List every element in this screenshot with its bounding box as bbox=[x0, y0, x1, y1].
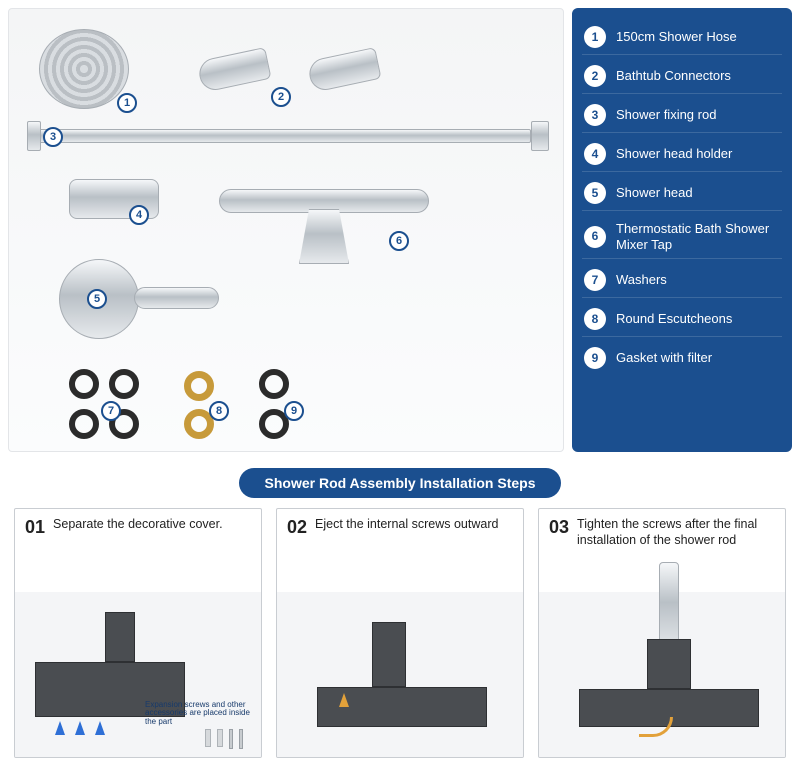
legend-item: 4 Shower head holder bbox=[582, 137, 782, 172]
arrow-up-icon bbox=[95, 721, 105, 735]
legend-label: Bathtub Connectors bbox=[616, 68, 731, 84]
legend-number-badge: 2 bbox=[584, 65, 606, 87]
arrow-up-icon bbox=[339, 693, 349, 707]
screw-icon bbox=[205, 729, 211, 747]
callout-2: 2 bbox=[271, 87, 291, 107]
steps-title: Shower Rod Assembly Installation Steps bbox=[239, 468, 562, 498]
callout-6: 6 bbox=[389, 231, 409, 251]
part-connector bbox=[196, 47, 271, 93]
legend-number-badge: 7 bbox=[584, 269, 606, 291]
legend-number-badge: 3 bbox=[584, 104, 606, 126]
legend-number-badge: 9 bbox=[584, 347, 606, 369]
part-gasket bbox=[259, 369, 289, 399]
screw-icon bbox=[229, 729, 233, 749]
legend-label: Shower fixing rod bbox=[616, 107, 716, 123]
callout-8: 8 bbox=[209, 401, 229, 421]
part-washer bbox=[69, 369, 99, 399]
screw-icon bbox=[217, 729, 223, 747]
legend-label: Shower head bbox=[616, 185, 693, 201]
step-note: Expansion screws and other accessories a… bbox=[145, 701, 255, 727]
part-rod bbox=[31, 129, 531, 143]
arrow-up-icon bbox=[55, 721, 65, 735]
screw-icon bbox=[239, 729, 243, 749]
legend-item: 7 Washers bbox=[582, 263, 782, 298]
part-escutcheon bbox=[184, 371, 214, 401]
legend-item: 6 Thermostatic Bath Shower Mixer Tap bbox=[582, 215, 782, 259]
rotate-arrow-icon bbox=[639, 717, 673, 737]
step-number: 02 bbox=[287, 517, 307, 538]
legend-label: Round Escutcheons bbox=[616, 311, 732, 327]
step-text: Separate the decorative cover. bbox=[53, 517, 223, 533]
part-washer bbox=[69, 409, 99, 439]
legend-number-badge: 6 bbox=[584, 226, 606, 248]
steps-title-wrap: Shower Rod Assembly Installation Steps bbox=[0, 468, 800, 498]
part-hose bbox=[39, 29, 129, 109]
part-rod-cap bbox=[27, 121, 41, 151]
step-text: Eject the internal screws outward bbox=[315, 517, 498, 533]
legend-label: Thermostatic Bath Shower Mixer Tap bbox=[616, 221, 780, 252]
legend-number-badge: 4 bbox=[584, 143, 606, 165]
top-section: 1 2 3 4 6 5 7 8 9 bbox=[0, 0, 800, 460]
legend-item: 8 Round Escutcheons bbox=[582, 302, 782, 337]
legend-number-badge: 1 bbox=[584, 26, 606, 48]
part-mixer-spout bbox=[299, 209, 349, 264]
callout-7: 7 bbox=[101, 401, 121, 421]
legend-item: 9 Gasket with filter bbox=[582, 341, 782, 375]
legend-label: Gasket with filter bbox=[616, 350, 712, 366]
legend-item: 1 150cm Shower Hose bbox=[582, 20, 782, 55]
part-shower-head-handle bbox=[134, 287, 219, 309]
legend-number-badge: 8 bbox=[584, 308, 606, 330]
callout-5: 5 bbox=[87, 289, 107, 309]
legend-label: Shower head holder bbox=[616, 146, 732, 162]
callout-4: 4 bbox=[129, 205, 149, 225]
parts-legend: 1 150cm Shower Hose 2 Bathtub Connectors… bbox=[572, 8, 792, 452]
step-illustration: Expansion screws and other accessories a… bbox=[15, 592, 261, 757]
legend-number-badge: 5 bbox=[584, 182, 606, 204]
part-rod-cap bbox=[531, 121, 549, 151]
legend-item: 3 Shower fixing rod bbox=[582, 98, 782, 133]
legend-label: Washers bbox=[616, 272, 667, 288]
part-washer bbox=[109, 369, 139, 399]
step-illustration bbox=[277, 592, 523, 757]
legend-item: 2 Bathtub Connectors bbox=[582, 59, 782, 94]
callout-1: 1 bbox=[117, 93, 137, 113]
legend-label: 150cm Shower Hose bbox=[616, 29, 737, 45]
installation-steps: 01 Separate the decorative cover. Expans… bbox=[0, 508, 800, 770]
part-connector bbox=[306, 47, 381, 93]
step-card: 03 Tighten the screws after the final in… bbox=[538, 508, 786, 758]
step-illustration bbox=[539, 592, 785, 757]
arrow-up-icon bbox=[75, 721, 85, 735]
step-text: Tighten the screws after the final insta… bbox=[577, 517, 775, 548]
step-number: 01 bbox=[25, 517, 45, 538]
step-number: 03 bbox=[549, 517, 569, 538]
callout-3: 3 bbox=[43, 127, 63, 147]
step-card: 01 Separate the decorative cover. Expans… bbox=[14, 508, 262, 758]
step-card: 02 Eject the internal screws outward bbox=[276, 508, 524, 758]
legend-item: 5 Shower head bbox=[582, 176, 782, 211]
callout-9: 9 bbox=[284, 401, 304, 421]
parts-diagram: 1 2 3 4 6 5 7 8 9 bbox=[8, 8, 564, 452]
